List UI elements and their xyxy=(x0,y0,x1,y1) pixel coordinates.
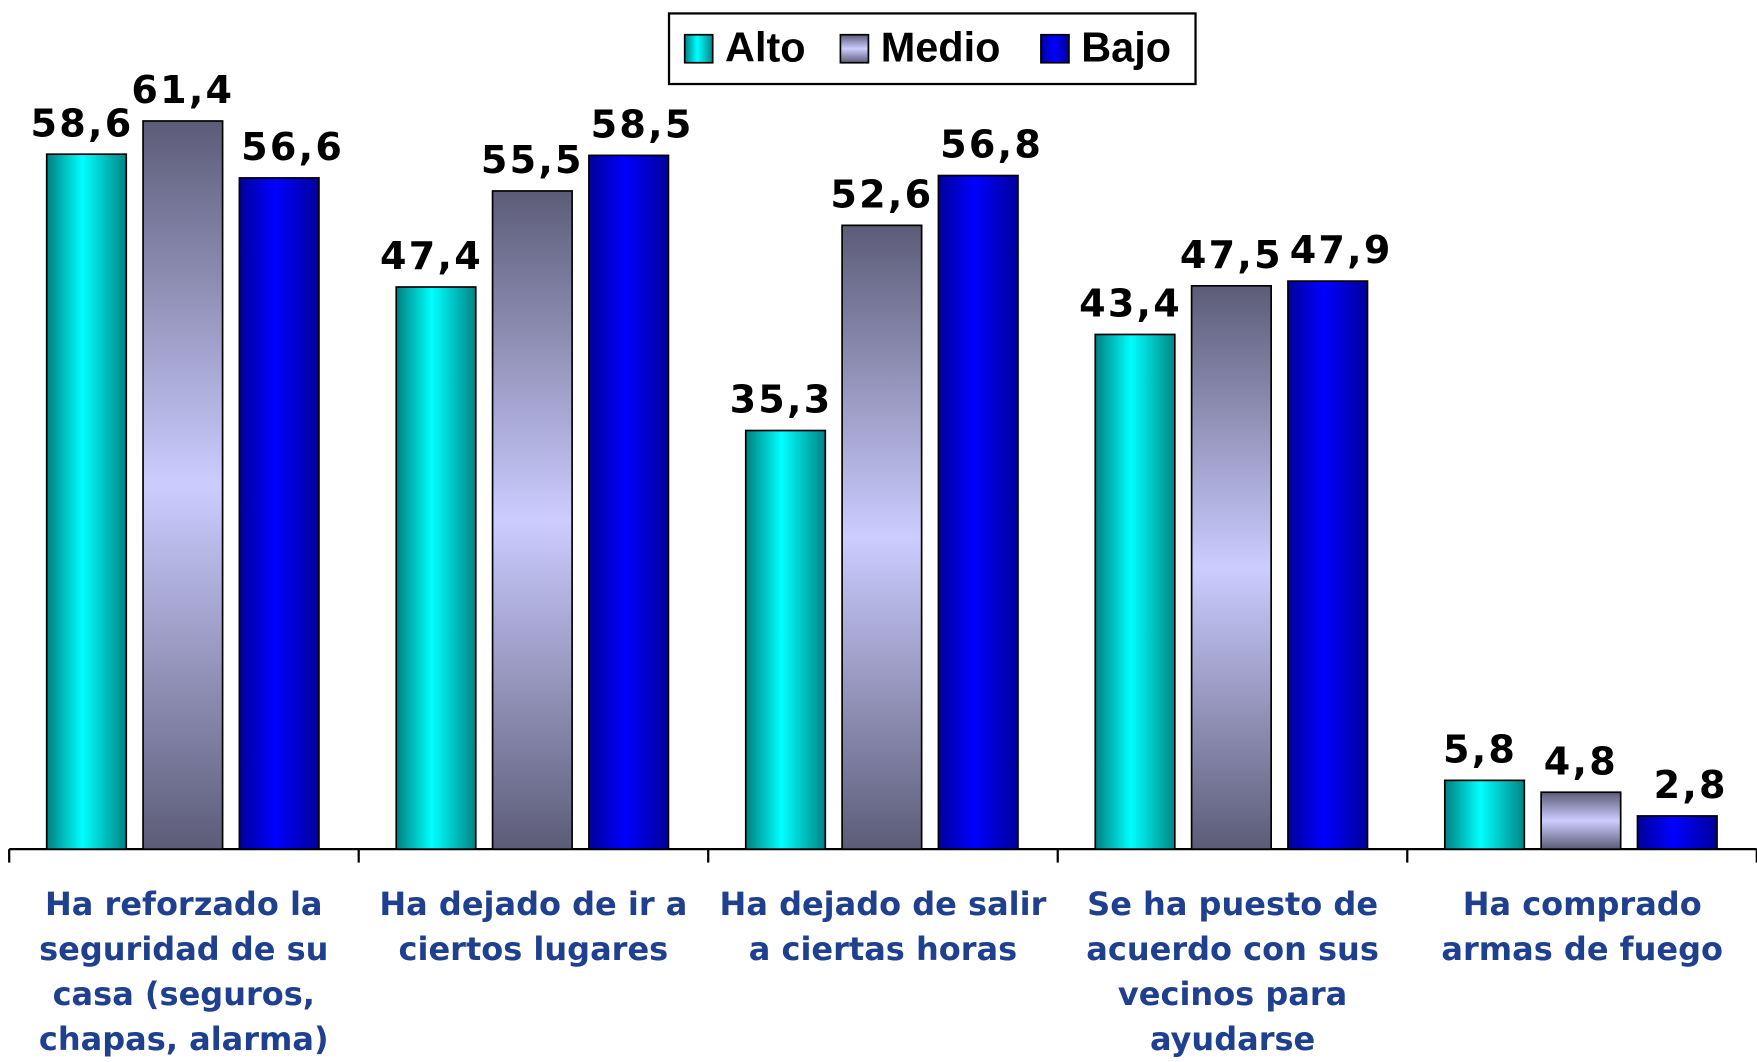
data-label: 35,3 xyxy=(730,378,833,422)
bar xyxy=(841,224,923,850)
x-tick-label: Ha dejado de ir a ciertos lugares xyxy=(379,885,688,968)
data-label: 56,8 xyxy=(940,123,1043,167)
bar xyxy=(588,154,670,850)
bar xyxy=(491,190,573,850)
bar xyxy=(1636,815,1718,850)
legend-label: Alto xyxy=(725,23,806,70)
bar xyxy=(395,286,477,850)
bar xyxy=(744,429,827,850)
data-label: 61,4 xyxy=(131,68,234,112)
x-tick-label: Se ha puesto de acuerdo con sus vecinos … xyxy=(1086,885,1379,1058)
bar xyxy=(1540,791,1622,850)
data-label: 55,5 xyxy=(481,138,584,182)
bar xyxy=(937,174,1019,850)
legend-box xyxy=(667,12,1197,86)
data-label: 52,6 xyxy=(830,172,933,216)
bar xyxy=(1094,333,1176,850)
bar xyxy=(1443,779,1526,850)
legend-label: Bajo xyxy=(1081,23,1171,70)
legend-label: Medio xyxy=(881,23,1001,70)
x-tick-label: Ha reforzado la seguridad de su casa (se… xyxy=(38,885,329,1058)
bar xyxy=(142,120,224,850)
data-label: 47,9 xyxy=(1290,228,1393,272)
data-label: 5,8 xyxy=(1443,727,1517,771)
data-label: 2,8 xyxy=(1654,763,1728,807)
data-label: 43,4 xyxy=(1079,282,1182,326)
bar xyxy=(1287,280,1369,850)
bar xyxy=(238,177,320,850)
bar xyxy=(1190,284,1272,850)
x-tick-label: Ha dejado de salir a ciertas horas xyxy=(719,885,1047,968)
data-label: 47,4 xyxy=(380,234,483,278)
data-label: 56,6 xyxy=(241,125,344,169)
data-label: 47,5 xyxy=(1180,233,1283,277)
bar xyxy=(45,153,128,850)
data-label: 58,6 xyxy=(31,101,134,145)
data-label: 58,5 xyxy=(591,102,694,146)
legend-swatch xyxy=(839,33,870,64)
data-label: 4,8 xyxy=(1544,739,1618,783)
legend-swatch xyxy=(683,33,714,64)
legend-swatch xyxy=(1040,33,1070,64)
x-tick-label: Ha comprado armas de fuego xyxy=(1441,885,1723,968)
